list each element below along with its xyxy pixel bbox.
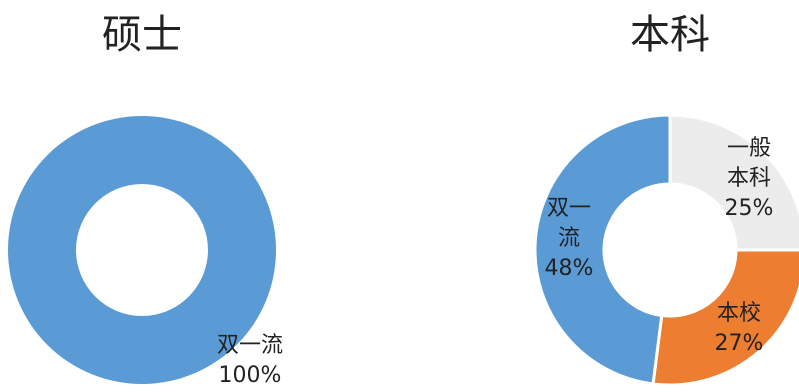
slice-category-label: 一般 (727, 136, 771, 161)
slice-category-label: 双一流 (217, 333, 283, 358)
chart-masters: 硕士 双一流 100% (8, 12, 283, 388)
slice-category-label: 本科 (727, 166, 771, 191)
donut-slice (668, 113, 799, 252)
slice-category-label: 本校 (717, 301, 761, 326)
chart-title: 硕士 (102, 12, 182, 58)
slice-label: 双一流 100% (217, 333, 283, 388)
slice-label: 一般本科 25% (725, 136, 774, 221)
slice-category-label: 流 (558, 226, 580, 251)
slice-label: 本校 27% (715, 301, 764, 356)
slice-value-label: 48% (545, 256, 594, 281)
slice-value-label: 100% (219, 363, 282, 388)
slice-value-label: 27% (715, 331, 764, 356)
donut-slice (533, 113, 672, 386)
chart-title: 本科 (630, 12, 710, 58)
chart-undergraduate: 本科 一般本科 25%本校 27%双一流 48% (533, 12, 799, 387)
slice-label: 双一流 48% (545, 196, 594, 281)
donut-slice (651, 248, 799, 387)
slice-category-label: 双一 (547, 196, 591, 221)
donut-slice (8, 116, 276, 384)
slice-value-label: 25% (725, 196, 774, 221)
